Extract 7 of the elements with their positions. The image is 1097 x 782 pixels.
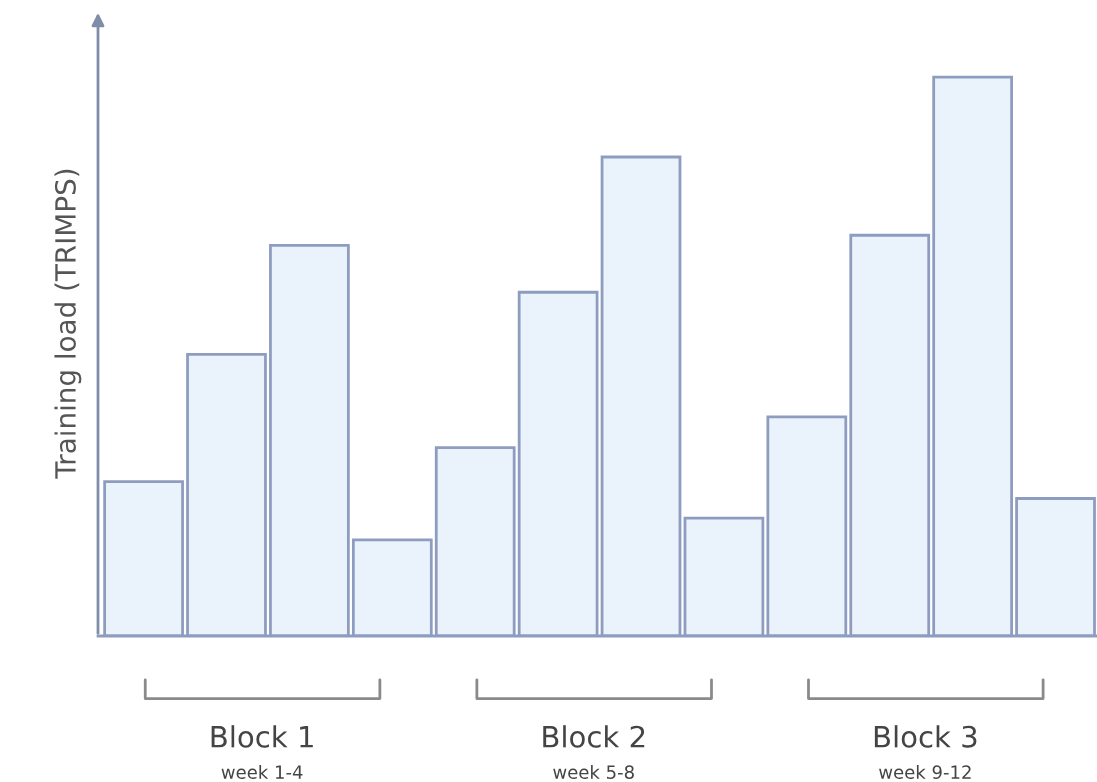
text: Block 1 (211, 725, 313, 748)
y-axis-title: Training load (TRIMPS) (54, 169, 82, 479)
text: Block 3 (874, 725, 977, 748)
text: Block 2 (543, 725, 645, 748)
text: week 5-8 (553, 764, 634, 779)
text: week 1-4 (221, 764, 303, 779)
text: week 9-12 (879, 764, 971, 779)
